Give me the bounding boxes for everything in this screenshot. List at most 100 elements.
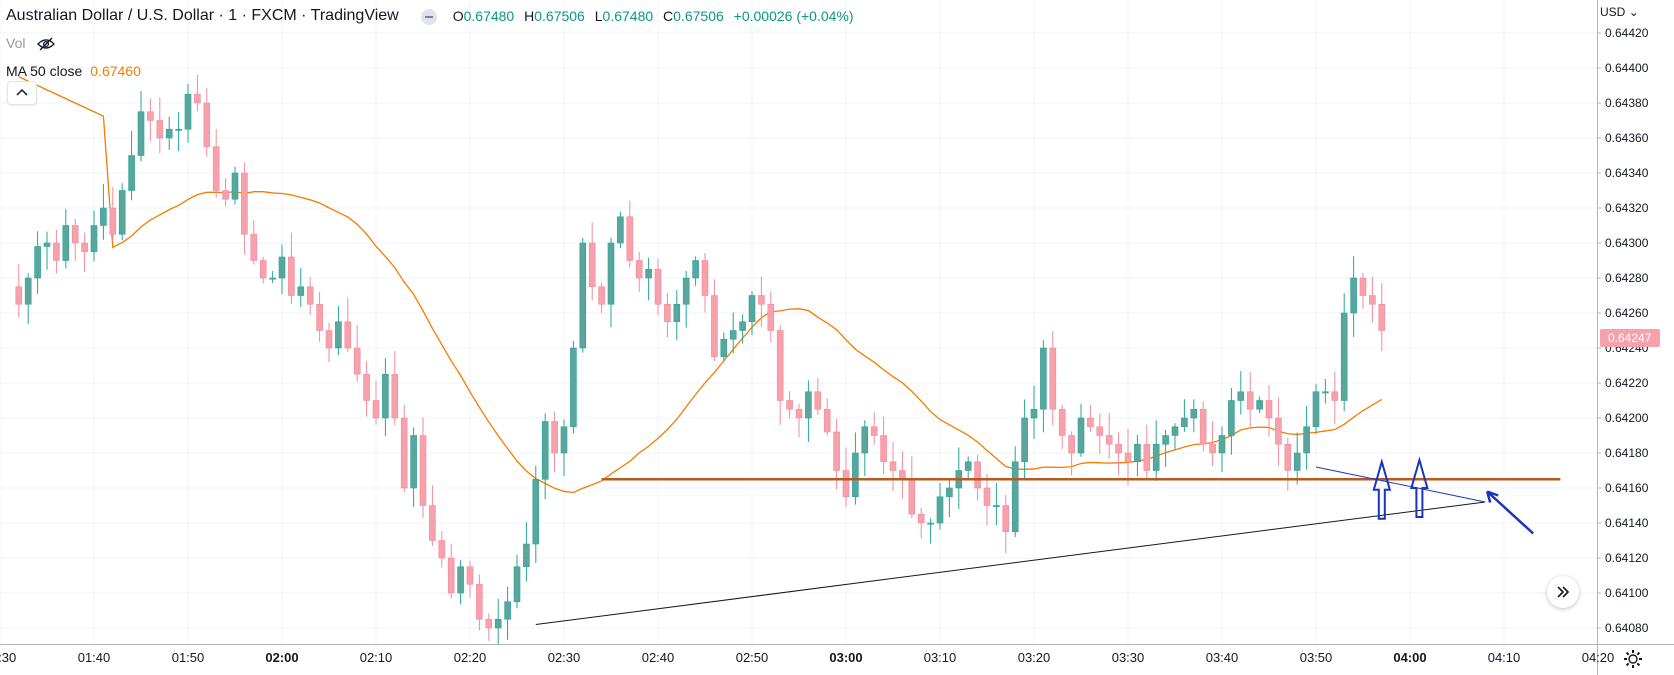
- candle-body: [1143, 443, 1151, 471]
- candle-body: [137, 111, 145, 156]
- candle-body: [1002, 505, 1010, 533]
- candle-body: [654, 268, 662, 305]
- candle-body: [241, 172, 248, 235]
- candle-body: [100, 207, 107, 226]
- candle-body: [1293, 452, 1301, 471]
- candle-body: [1312, 391, 1320, 428]
- time-tick-label: 02:10: [360, 650, 393, 665]
- eye-off-icon[interactable]: [37, 37, 56, 51]
- candle-body: [1030, 408, 1038, 419]
- candle-body: [382, 373, 389, 419]
- candle-body: [222, 190, 229, 200]
- candle-body: [1331, 391, 1339, 401]
- candle-body: [870, 426, 878, 436]
- chart-settings-button[interactable]: [1622, 648, 1644, 670]
- candle-body: [551, 421, 558, 454]
- candle-body: [466, 566, 474, 585]
- candle-body: [71, 225, 79, 244]
- candle-body: [90, 225, 98, 253]
- price-tick-label: 0.64100: [1605, 586, 1649, 600]
- candle-body: [485, 618, 493, 629]
- candle-body: [1068, 435, 1075, 454]
- candle-body: [1096, 426, 1104, 436]
- close-label: C: [663, 8, 674, 24]
- candle-body: [833, 431, 840, 471]
- drawings-layer[interactable]: [535, 456, 1561, 625]
- candle-body: [1369, 295, 1376, 305]
- price-tick-label: 0.64220: [1605, 376, 1649, 390]
- legend-volume-row[interactable]: Vol: [6, 35, 56, 51]
- candle-body: [410, 435, 417, 489]
- time-tick-label: 03:30: [1112, 650, 1145, 665]
- candle-body: [598, 286, 605, 305]
- candle-body: [1256, 400, 1263, 410]
- candle-body: [1087, 417, 1094, 428]
- pointer-arrow-shaft: [1486, 490, 1535, 535]
- candle-body: [1209, 443, 1216, 454]
- open-label: O: [452, 8, 464, 24]
- candle-body: [617, 216, 624, 244]
- candle-body: [231, 172, 239, 200]
- symbol-title[interactable]: Australian Dollar / U.S. Dollar · 1 · FX…: [6, 7, 399, 24]
- candle-body: [1077, 417, 1085, 454]
- high-label: H: [524, 8, 535, 24]
- currency-selector[interactable]: USD ⌄: [1600, 5, 1639, 19]
- candle-body: [1124, 452, 1132, 463]
- candle-body: [400, 417, 408, 489]
- candle-body: [786, 400, 793, 410]
- candle-body: [1340, 312, 1348, 401]
- candle-body: [579, 242, 587, 349]
- candle-body: [429, 505, 436, 541]
- time-tick-label: 02:30: [548, 650, 581, 665]
- candle-body: [1303, 426, 1310, 454]
- candle-body: [1171, 426, 1179, 436]
- collapse-legend-button[interactable]: [7, 81, 37, 105]
- price-tick-label: 0.64420: [1605, 26, 1649, 40]
- time-tick-label: 01:40: [78, 650, 111, 665]
- candle-body: [626, 216, 634, 261]
- price-tick-label: 0.64320: [1605, 201, 1649, 215]
- candle-body: [419, 435, 427, 506]
- candle-body: [1237, 391, 1245, 401]
- price-tick-label: 0.64180: [1605, 446, 1649, 460]
- candle-body: [62, 225, 70, 261]
- candle-body: [720, 338, 728, 358]
- eye-off-chip-icon[interactable]: [420, 9, 437, 25]
- candle-body: [81, 242, 88, 253]
- candle-body: [184, 93, 192, 130]
- legend-ma-row[interactable]: MA 50 close 0.67460: [6, 63, 141, 79]
- candle-body: [1115, 443, 1122, 454]
- candle-body: [288, 256, 295, 296]
- candle-body: [767, 303, 775, 331]
- candle-body: [1011, 461, 1019, 533]
- candle-body: [1350, 277, 1357, 314]
- candle-body: [344, 321, 352, 349]
- candle-body: [335, 321, 342, 349]
- candle-body: [974, 461, 981, 489]
- candle-body: [523, 543, 530, 568]
- candle-body: [118, 190, 126, 235]
- candle-body: [15, 286, 23, 305]
- time-tick-label: 03:50: [1300, 650, 1333, 665]
- candle-body: [946, 487, 953, 498]
- candle-body: [325, 330, 333, 349]
- time-tick-label: 01:30: [0, 650, 16, 665]
- candle-body: [1246, 391, 1254, 410]
- scroll-to-realtime-button[interactable]: [1547, 576, 1579, 608]
- gear-icon: [1624, 650, 1642, 668]
- ma-label: MA 50 close: [6, 63, 83, 79]
- price-tick-label: 0.64280: [1605, 271, 1649, 285]
- candle-body: [53, 242, 60, 261]
- price-tick-label: 0.64200: [1605, 411, 1649, 425]
- time-tick-label: 03:40: [1206, 650, 1239, 665]
- candle-body: [917, 513, 925, 524]
- candle-body: [513, 566, 521, 603]
- candle-body: [109, 207, 117, 235]
- change-value: +0.00026 (+0.04%): [733, 8, 854, 24]
- current-price-badge: 0.64247: [1600, 329, 1660, 347]
- candle-body: [250, 233, 258, 261]
- candle-body: [758, 295, 765, 305]
- candle-body: [805, 391, 812, 419]
